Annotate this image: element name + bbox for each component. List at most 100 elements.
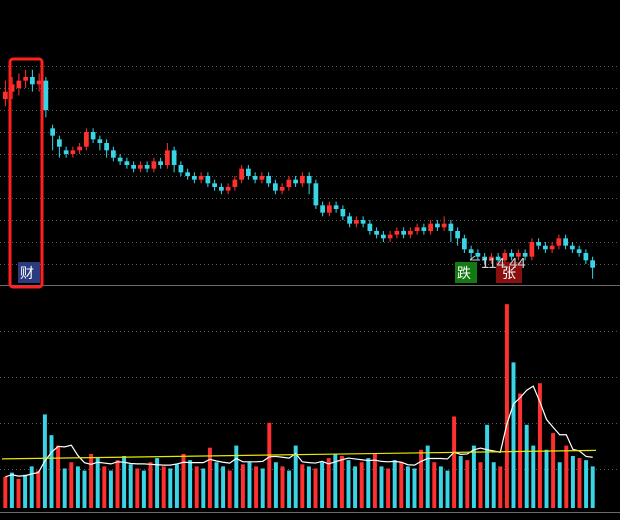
- candle-body: [232, 179, 238, 187]
- volume-bar: [29, 466, 34, 508]
- volume-ma-short: [5, 385, 593, 478]
- volume-bar: [432, 462, 437, 508]
- candle-body: [185, 172, 190, 176]
- candle-body: [300, 176, 305, 184]
- candle-body: [70, 150, 76, 154]
- candle-body: [63, 150, 69, 154]
- volume-moving-averages: [1, 385, 597, 478]
- volume-bar: [577, 458, 582, 508]
- candle-body: [178, 165, 184, 173]
- volume-bar: [584, 460, 589, 508]
- volume-ma-long: [1, 449, 597, 460]
- candle-body: [144, 165, 150, 169]
- volume-bar: [36, 470, 41, 508]
- volume-bar: [399, 462, 404, 508]
- candle-body: [131, 165, 136, 169]
- rise-tag-bg[interactable]: [496, 262, 522, 283]
- volume-bar: [194, 466, 199, 508]
- candle-body: [320, 205, 325, 213]
- candle-body: [556, 238, 562, 246]
- volume-bar: [168, 468, 173, 508]
- volume-bar: [339, 456, 344, 508]
- candle-body: [435, 223, 440, 228]
- earnings-tag-bg[interactable]: [18, 262, 40, 283]
- volume-bar: [465, 460, 470, 508]
- candle-body: [124, 161, 130, 165]
- earnings-tag[interactable]: 财: [20, 266, 34, 282]
- candle-body: [428, 223, 433, 231]
- candle-body: [482, 256, 487, 261]
- volume-bar: [498, 466, 503, 508]
- candle-body: [360, 220, 366, 224]
- candle-body: [225, 187, 231, 191]
- volume-bar: [326, 458, 331, 508]
- volume-bar: [544, 449, 549, 508]
- candle-body: [266, 176, 271, 184]
- volume-bar: [141, 470, 146, 508]
- candle-body: [495, 256, 501, 261]
- volume-bar: [240, 464, 245, 508]
- price-pointer-head: [469, 255, 476, 261]
- volume-bar: [557, 462, 562, 508]
- candle-body: [502, 253, 508, 261]
- candle-body: [165, 150, 170, 165]
- volume-bar: [287, 470, 292, 508]
- low-price-label: 114.44: [481, 255, 526, 272]
- candle-body: [306, 176, 312, 184]
- volume-bar: [445, 470, 450, 508]
- volume-bar: [221, 466, 226, 508]
- volume-bar: [135, 468, 140, 508]
- candle-body: [293, 179, 298, 184]
- candle-body: [273, 183, 278, 191]
- volume-bar: [89, 453, 94, 508]
- volume-bar: [300, 464, 305, 508]
- volume-bar: [293, 445, 298, 508]
- candle-body: [50, 128, 55, 136]
- candle-body: [441, 223, 447, 228]
- volume-bar: [9, 472, 14, 508]
- candle-body: [151, 161, 157, 169]
- volume-bar: [280, 466, 285, 508]
- volume-bar: [201, 468, 206, 508]
- candle-body: [489, 256, 494, 261]
- candle-body: [3, 91, 8, 99]
- volume-bar: [478, 462, 483, 508]
- volume-bar: [188, 460, 193, 508]
- volume-bar: [366, 458, 371, 508]
- candle-body: [455, 231, 460, 239]
- volume-bar: [234, 445, 239, 508]
- volume-bar: [23, 474, 28, 508]
- fall-tag-bg[interactable]: [455, 262, 477, 283]
- volume-bar: [3, 476, 8, 508]
- volume-bar: [122, 456, 127, 508]
- volume-bar: [471, 445, 476, 508]
- candle-body: [462, 238, 467, 250]
- volume-bar: [207, 447, 212, 508]
- volume-bar: [49, 435, 54, 508]
- volume-series: [3, 304, 595, 508]
- candle-body: [111, 150, 116, 158]
- volume-bar: [524, 424, 529, 508]
- volume-bar: [227, 470, 232, 508]
- candle-body: [23, 77, 28, 81]
- volume-bar: [372, 453, 377, 508]
- candle-body: [97, 139, 103, 143]
- candle-body: [286, 179, 292, 187]
- candle-body: [563, 238, 568, 246]
- volume-bar: [102, 466, 107, 508]
- candle-body: [347, 216, 352, 224]
- candle-body: [84, 132, 89, 147]
- rise-tag[interactable]: 张: [502, 266, 516, 282]
- candle-body: [158, 161, 163, 165]
- volume-bar: [267, 422, 272, 508]
- candle-body: [401, 231, 406, 235]
- candle-body: [381, 234, 386, 239]
- volume-bar: [551, 433, 556, 508]
- fall-tag[interactable]: 跌: [457, 266, 471, 282]
- candle-body: [543, 245, 548, 250]
- volume-bar: [392, 460, 397, 508]
- volume-bar: [438, 466, 443, 508]
- candle-body: [30, 77, 35, 85]
